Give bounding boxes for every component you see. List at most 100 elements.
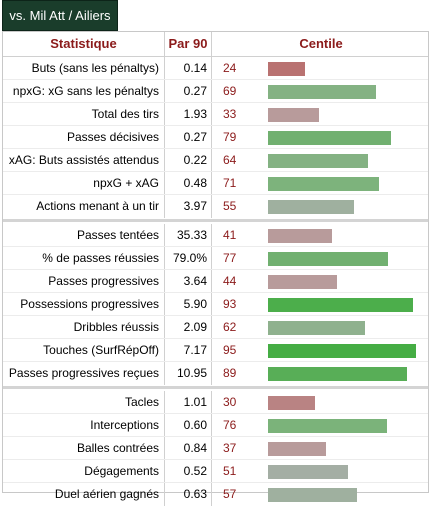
stat-label: Passes progressives [48, 274, 159, 288]
table-row[interactable]: npxG + xAG 0.48 71 [3, 172, 428, 195]
percentile-bar [268, 465, 348, 479]
percentile-bar [268, 200, 354, 214]
per90-value: 0.52 [164, 460, 212, 483]
table-row[interactable]: Duel aérien gagnés 0.63 57 [3, 483, 428, 506]
stat-label: Buts (sans les pénaltys) [31, 61, 159, 75]
percentile-value: 62 [223, 320, 237, 334]
row-divider [3, 194, 428, 195]
percentile-bar [268, 298, 413, 312]
table-row[interactable]: Possessions progressives 5.90 93 [3, 293, 428, 316]
table-row[interactable]: Balles contrées 0.84 37 [3, 437, 428, 460]
per90-value: 0.22 [164, 149, 212, 172]
stat-label: Passes progressives reçues [8, 366, 159, 380]
percentile-bar [268, 419, 387, 433]
header-par-90: Par 90 [164, 32, 212, 56]
percentile-bar [268, 85, 376, 99]
per90-value: 0.27 [164, 126, 212, 149]
per90-value: 0.27 [164, 80, 212, 103]
per90-value: 0.48 [164, 172, 212, 195]
table-row[interactable]: Dribbles réussis 2.09 62 [3, 316, 428, 339]
stat-label: Touches (SurfRépOff) [43, 343, 159, 357]
per90-value: 2.09 [164, 316, 212, 339]
percentile-value: 95 [223, 343, 237, 357]
row-divider [3, 361, 428, 362]
percentile-value: 33 [223, 107, 237, 121]
stat-label: Dégagements [84, 464, 159, 478]
row-divider [3, 292, 428, 293]
row-divider [3, 338, 428, 339]
stat-label: xAG: Buts assistés attendus [8, 153, 159, 167]
per90-value: 1.01 [164, 391, 212, 414]
table-row[interactable]: % de passes réussies 79.0% 77 [3, 247, 428, 270]
tab-vs-mil-att-ailiers[interactable]: vs. Mil Att / Ailiers [2, 0, 118, 31]
table-row[interactable]: Passes tentées 35.33 41 [3, 224, 428, 247]
percentile-bar [268, 344, 416, 358]
stat-label: Passes tentées [76, 228, 159, 242]
percentile-value: 24 [223, 61, 237, 75]
row-divider [3, 246, 428, 247]
table-row[interactable]: Passes décisives 0.27 79 [3, 126, 428, 149]
row-divider [3, 125, 428, 126]
row-divider [3, 79, 428, 80]
percentile-value: 44 [223, 274, 237, 288]
table-row[interactable]: Tacles 1.01 30 [3, 391, 428, 414]
table-row[interactable]: Passes progressives 3.64 44 [3, 270, 428, 293]
row-divider [3, 459, 428, 460]
table-row[interactable]: Interceptions 0.60 76 [3, 414, 428, 437]
stat-label: Possessions progressives [20, 297, 159, 311]
row-divider [3, 148, 428, 149]
percentile-value: 79 [223, 130, 237, 144]
header-statistique: Statistique [50, 36, 117, 51]
percentile-bar [268, 177, 379, 191]
table-row[interactable]: Touches (SurfRépOff) 7.17 95 [3, 339, 428, 362]
percentile-value: 76 [223, 418, 237, 432]
percentile-value: 93 [223, 297, 237, 311]
row-divider [3, 436, 428, 437]
percentile-value: 30 [223, 395, 237, 409]
percentile-value: 69 [223, 84, 237, 98]
stat-label: npxG + xAG [93, 176, 159, 190]
table-row[interactable]: Dégagements 0.52 51 [3, 460, 428, 483]
stat-label: Actions menant à un tir [36, 199, 159, 213]
header-centile: Centile [299, 36, 343, 51]
table-row[interactable]: Total des tirs 1.93 33 [3, 103, 428, 126]
group-separator [3, 386, 428, 389]
percentile-value: 57 [223, 487, 237, 501]
percentile-bar [268, 252, 388, 266]
table-row[interactable]: xAG: Buts assistés attendus 0.22 64 [3, 149, 428, 172]
stat-label: Interceptions [90, 418, 159, 432]
percentile-bar [268, 108, 319, 122]
table-row[interactable]: Passes progressives reçues 10.95 89 [3, 362, 428, 385]
row-divider [3, 102, 428, 103]
table-row[interactable]: npxG: xG sans les pénaltys 0.27 69 [3, 80, 428, 103]
percentile-value: 89 [223, 366, 237, 380]
per90-value: 1.93 [164, 103, 212, 126]
percentile-value: 64 [223, 153, 237, 167]
per90-value: 0.60 [164, 414, 212, 437]
percentile-bar [268, 62, 305, 76]
stat-label: Tacles [124, 395, 159, 409]
percentile-bar [268, 154, 368, 168]
per90-value: 10.95 [164, 362, 212, 385]
per90-value: 0.84 [164, 437, 212, 460]
percentile-bar [268, 367, 407, 381]
percentile-value: 71 [223, 176, 237, 190]
percentile-table: Statistique Par 90 Centile Buts (sans le… [2, 31, 429, 506]
row-divider [3, 315, 428, 316]
per90-value: 5.90 [164, 293, 212, 316]
per90-value: 79.0% [164, 247, 212, 270]
row-divider [3, 482, 428, 483]
stat-label: Dribbles réussis [73, 320, 159, 334]
percentile-value: 77 [223, 251, 237, 265]
per90-value: 3.97 [164, 195, 212, 218]
percentile-value: 41 [223, 228, 237, 242]
per90-value: 7.17 [164, 339, 212, 362]
stat-label: Passes décisives [66, 130, 159, 144]
percentile-bar [268, 396, 315, 410]
stat-label: Total des tirs [91, 107, 159, 121]
per90-value: 0.14 [164, 57, 212, 80]
group-separator [3, 219, 428, 222]
table-row[interactable]: Buts (sans les pénaltys) 0.14 24 [3, 57, 428, 80]
percentile-value: 51 [223, 464, 237, 478]
table-row[interactable]: Actions menant à un tir 3.97 55 [3, 195, 428, 218]
